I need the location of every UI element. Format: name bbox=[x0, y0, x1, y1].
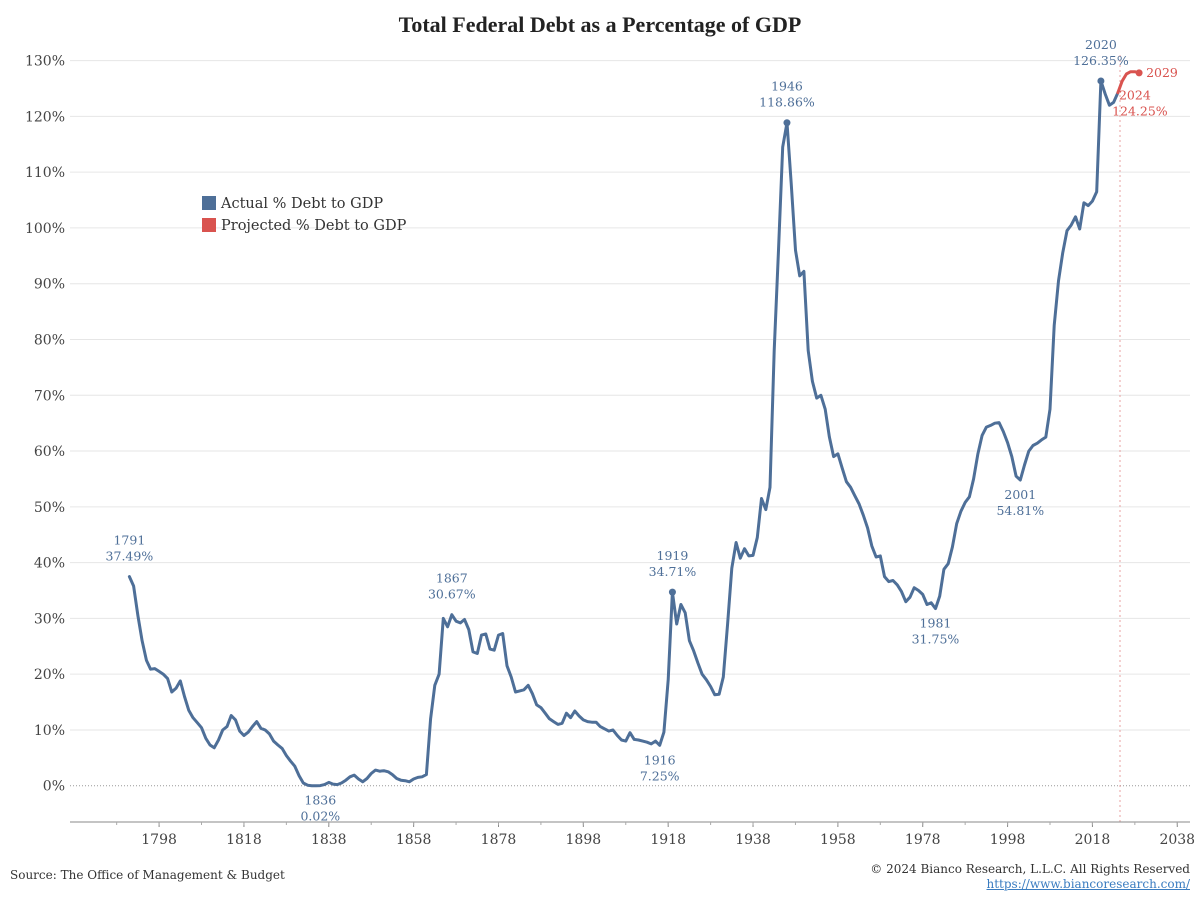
annotation-year: 2020 bbox=[1085, 37, 1117, 52]
y-tick-label: 50% bbox=[34, 500, 65, 516]
annotation-year: 1916 bbox=[644, 752, 676, 767]
legend-label-actual: Actual % Debt to GDP bbox=[220, 196, 383, 212]
x-axis: 1798 1818 1838 1858 1878 1898 1918 1938 1958 1978… bbox=[70, 821, 1195, 848]
annotation-value: 0.02% bbox=[300, 809, 340, 824]
x-tick-label: 1858 bbox=[396, 832, 432, 848]
annotation-year: 2024 bbox=[1119, 88, 1151, 103]
legend-swatch-actual bbox=[202, 196, 216, 210]
chart-title: Total Federal Debt as a Percentage of GD… bbox=[398, 12, 802, 37]
annotation-value: 126.35% bbox=[1073, 53, 1129, 68]
actual-debt-line bbox=[127, 79, 1120, 788]
projected-debt-line bbox=[1116, 70, 1141, 95]
x-tick-label: 1938 bbox=[735, 832, 771, 848]
x-tick-label: 1838 bbox=[311, 832, 347, 848]
website-link[interactable]: https://www.biancoresearch.com/ bbox=[986, 877, 1190, 891]
legend: Actual % Debt to GDP Projected % Debt to … bbox=[202, 196, 407, 234]
y-tick-label: 60% bbox=[34, 444, 65, 460]
data-marker bbox=[668, 588, 676, 596]
annotation-value: 34.71% bbox=[649, 564, 697, 579]
annotation-year: 2001 bbox=[1004, 487, 1036, 502]
x-tick-label: 1878 bbox=[481, 832, 517, 848]
data-marker bbox=[1135, 69, 1143, 77]
annotation-value: 54.81% bbox=[996, 503, 1044, 518]
annotation-year: 2029 bbox=[1146, 65, 1178, 80]
y-tick-label: 10% bbox=[34, 723, 65, 739]
y-tick-label: 70% bbox=[34, 388, 65, 404]
x-tick-label: 1958 bbox=[820, 832, 856, 848]
annotation-value: 124.25% bbox=[1112, 104, 1168, 119]
y-tick-label: 30% bbox=[34, 611, 65, 627]
x-tick-label: 1998 bbox=[990, 832, 1026, 848]
annotation-value: 7.25% bbox=[640, 768, 680, 783]
annotation-year: 1791 bbox=[113, 533, 145, 548]
y-tick-label: 130% bbox=[25, 54, 65, 70]
x-tick-label: 1798 bbox=[141, 832, 177, 848]
y-axis: 0% 10% 20% 30% 40% 50% 60% 70% 80% 90% 100% 110% 120… bbox=[25, 54, 65, 795]
annotation-value: 118.86% bbox=[759, 95, 815, 110]
annotation-year: 1946 bbox=[771, 79, 803, 94]
annotation-year: 1867 bbox=[436, 571, 468, 586]
y-tick-label: 0% bbox=[43, 779, 65, 795]
x-tick-label: 1898 bbox=[566, 832, 602, 848]
annotation-year: 1919 bbox=[657, 548, 689, 563]
data-marker bbox=[1097, 77, 1105, 85]
legend-swatch-projected bbox=[202, 218, 216, 232]
x-tick-label: 1918 bbox=[650, 832, 686, 848]
grid-lines bbox=[70, 55, 1190, 822]
x-tick-label: 2018 bbox=[1075, 832, 1111, 848]
x-tick-label: 1978 bbox=[905, 832, 941, 848]
source-note: Source: The Office of Management & Budge… bbox=[10, 868, 285, 882]
y-tick-label: 120% bbox=[25, 109, 65, 125]
y-tick-label: 40% bbox=[34, 556, 65, 572]
y-tick-label: 90% bbox=[34, 277, 65, 293]
annotation-year: 1981 bbox=[920, 616, 952, 631]
copyright-note: © 2024 Bianco Research, L.L.C. All Right… bbox=[870, 862, 1190, 876]
annotation-value: 31.75% bbox=[912, 632, 960, 647]
y-tick-label: 20% bbox=[34, 667, 65, 683]
annotation-value: 37.49% bbox=[106, 549, 154, 564]
annotation-year: 1836 bbox=[304, 793, 336, 808]
legend-label-projected: Projected % Debt to GDP bbox=[221, 218, 407, 234]
y-tick-label: 100% bbox=[25, 221, 65, 237]
annotation-value: 30.67% bbox=[428, 587, 476, 602]
data-marker bbox=[783, 119, 791, 127]
series-lines bbox=[127, 70, 1141, 788]
x-tick-label: 1818 bbox=[226, 832, 262, 848]
y-tick-label: 110% bbox=[25, 165, 65, 181]
x-tick-label: 2038 bbox=[1159, 832, 1195, 848]
y-tick-label: 80% bbox=[34, 332, 65, 348]
